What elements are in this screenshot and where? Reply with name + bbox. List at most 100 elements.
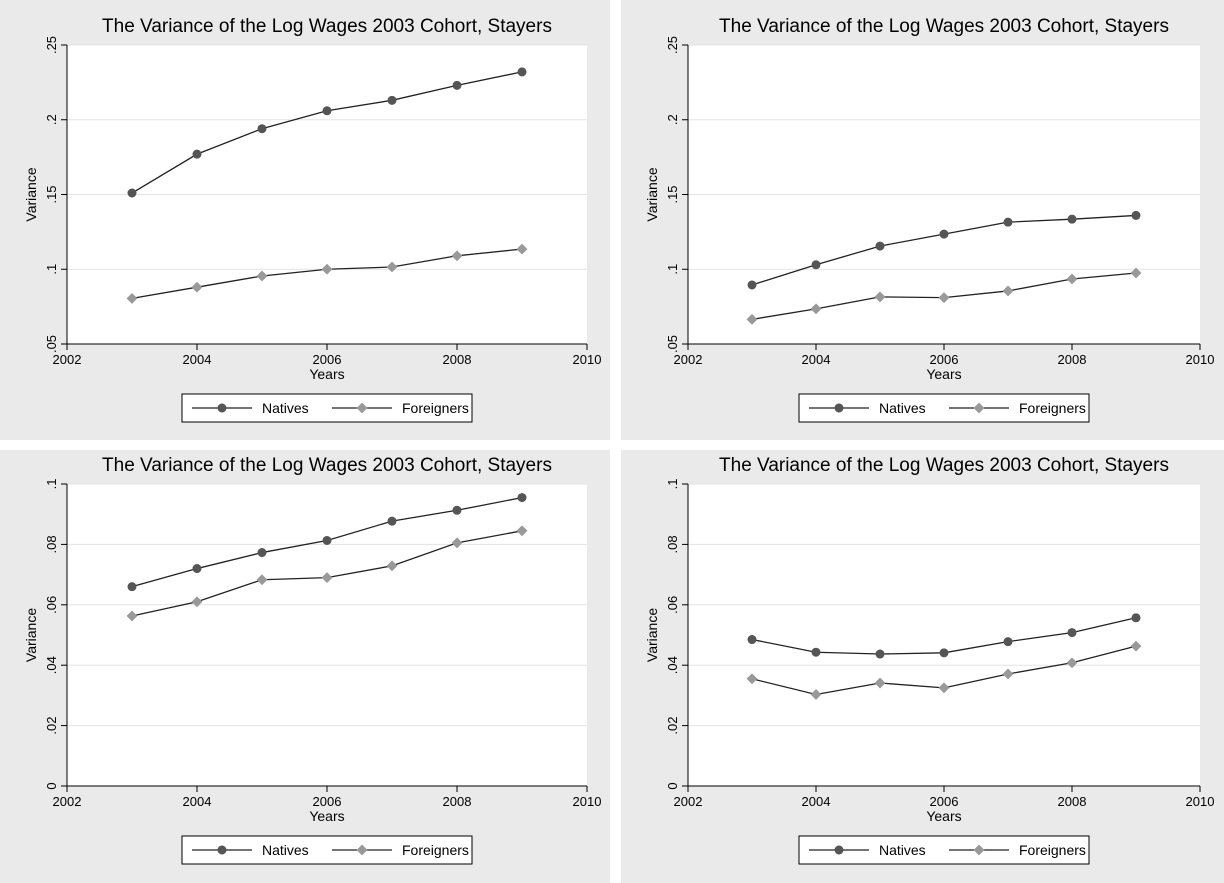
data-point-natives — [322, 535, 332, 545]
data-point-foreigners — [191, 281, 203, 293]
y-tick-label: .04 — [665, 656, 680, 674]
x-axis-label: Years — [926, 366, 961, 382]
x-tick-label: 2002 — [674, 352, 703, 367]
data-point-natives — [1067, 628, 1077, 638]
data-point-natives — [875, 241, 885, 251]
data-point-natives — [811, 260, 821, 270]
data-point-foreigners — [126, 292, 138, 304]
legend-marker-foreigners — [973, 844, 985, 856]
data-point-natives — [517, 493, 527, 503]
data-point-natives — [192, 564, 202, 574]
x-axis-label: Years — [926, 808, 961, 824]
y-axis-label: Variance — [23, 167, 39, 221]
chart-title: The Variance of the Log Wages 2003 Cohor… — [102, 455, 552, 476]
legend-marker-foreigners — [356, 844, 368, 856]
plot-area — [67, 484, 587, 786]
data-point-natives — [1003, 637, 1013, 647]
x-tick-label: 2010 — [1186, 794, 1215, 809]
data-point-foreigners — [938, 682, 950, 694]
y-tick-label: .08 — [44, 535, 59, 553]
legend: Natives Foreigners — [798, 835, 1090, 865]
data-point-foreigners — [1066, 657, 1078, 669]
data-point-foreigners — [451, 537, 463, 549]
data-point-natives — [939, 229, 949, 239]
data-point-foreigners — [451, 250, 463, 262]
legend-label-foreigners: Foreigners — [1019, 842, 1086, 858]
chart-panel-top-right: The Variance of the Log Wages 2003 Cohor… — [621, 0, 1224, 440]
legend-label-natives: Natives — [262, 842, 309, 858]
data-point-foreigners — [126, 610, 138, 622]
legend-label-natives: Natives — [879, 842, 926, 858]
chart-panel-top-left: The Variance of the Log Wages 2003 Cohor… — [0, 0, 610, 440]
data-point-natives — [127, 188, 137, 198]
x-tick-label: 2006 — [930, 794, 959, 809]
legend-marker-natives — [834, 403, 844, 413]
data-point-natives — [747, 280, 757, 290]
x-tick-label: 2010 — [573, 794, 602, 809]
data-point-foreigners — [1002, 668, 1014, 680]
y-tick-label: .05 — [44, 335, 59, 353]
legend: Natives Foreigners — [181, 835, 473, 865]
data-point-foreigners — [874, 677, 886, 689]
y-tick-label: .25 — [44, 36, 59, 54]
y-tick-label: .1 — [665, 479, 680, 490]
y-tick-label: .02 — [665, 717, 680, 735]
data-point-foreigners — [746, 313, 758, 325]
data-point-foreigners — [938, 292, 950, 304]
chart-panel-bottom-left: The Variance of the Log Wages 2003 Cohor… — [0, 450, 610, 883]
data-point-natives — [387, 516, 397, 526]
y-tick-label: .15 — [665, 185, 680, 203]
chart-title: The Variance of the Log Wages 2003 Cohor… — [102, 16, 552, 37]
legend-marker-foreigners — [356, 402, 368, 414]
x-tick-label: 2006 — [930, 352, 959, 367]
y-tick-label: .25 — [665, 36, 680, 54]
data-point-foreigners — [191, 596, 203, 608]
data-point-natives — [322, 106, 332, 116]
y-tick-label: .06 — [665, 596, 680, 614]
x-tick-label: 2008 — [1058, 794, 1087, 809]
x-axis-label: Years — [309, 808, 344, 824]
data-point-foreigners — [874, 291, 886, 303]
data-point-foreigners — [256, 270, 268, 282]
data-point-foreigners — [1130, 267, 1142, 279]
data-point-foreigners — [1002, 285, 1014, 297]
data-point-foreigners — [321, 263, 333, 275]
chart-panel-bottom-right: The Variance of the Log Wages 2003 Cohor… — [621, 450, 1224, 883]
data-point-natives — [387, 95, 397, 105]
y-axis-label: Variance — [644, 608, 660, 662]
x-tick-label: 2002 — [674, 794, 703, 809]
x-tick-label: 2002 — [53, 352, 82, 367]
x-tick-label: 2008 — [1058, 352, 1087, 367]
y-tick-label: .06 — [44, 596, 59, 614]
y-tick-label: .2 — [44, 114, 59, 125]
y-tick-label: 0 — [44, 782, 59, 789]
y-axis-label: Variance — [644, 167, 660, 221]
y-tick-label: 0 — [665, 782, 680, 789]
y-axis-label: Variance — [23, 608, 39, 662]
x-tick-label: 2004 — [183, 794, 212, 809]
data-point-foreigners — [516, 243, 528, 255]
y-tick-label: .15 — [44, 185, 59, 203]
data-point-natives — [1131, 210, 1141, 220]
chart-title: The Variance of the Log Wages 2003 Cohor… — [719, 16, 1169, 37]
legend-marker-natives — [217, 845, 227, 855]
data-point-foreigners — [386, 560, 398, 572]
data-point-natives — [875, 649, 885, 659]
y-tick-label: .1 — [665, 264, 680, 275]
legend: Natives Foreigners — [181, 393, 473, 423]
y-tick-label: .2 — [665, 114, 680, 125]
data-point-natives — [127, 582, 137, 592]
data-point-foreigners — [746, 673, 758, 685]
x-tick-label: 2010 — [573, 352, 602, 367]
data-point-natives — [257, 124, 267, 134]
data-point-natives — [452, 80, 462, 90]
legend: Natives Foreigners — [798, 393, 1090, 423]
x-tick-label: 2006 — [313, 794, 342, 809]
legend-label-foreigners: Foreigners — [402, 400, 469, 416]
data-point-natives — [1003, 217, 1013, 227]
legend-marker-foreigners — [973, 402, 985, 414]
x-tick-label: 2010 — [1186, 352, 1215, 367]
data-point-foreigners — [1130, 640, 1142, 652]
legend-box — [181, 393, 473, 423]
